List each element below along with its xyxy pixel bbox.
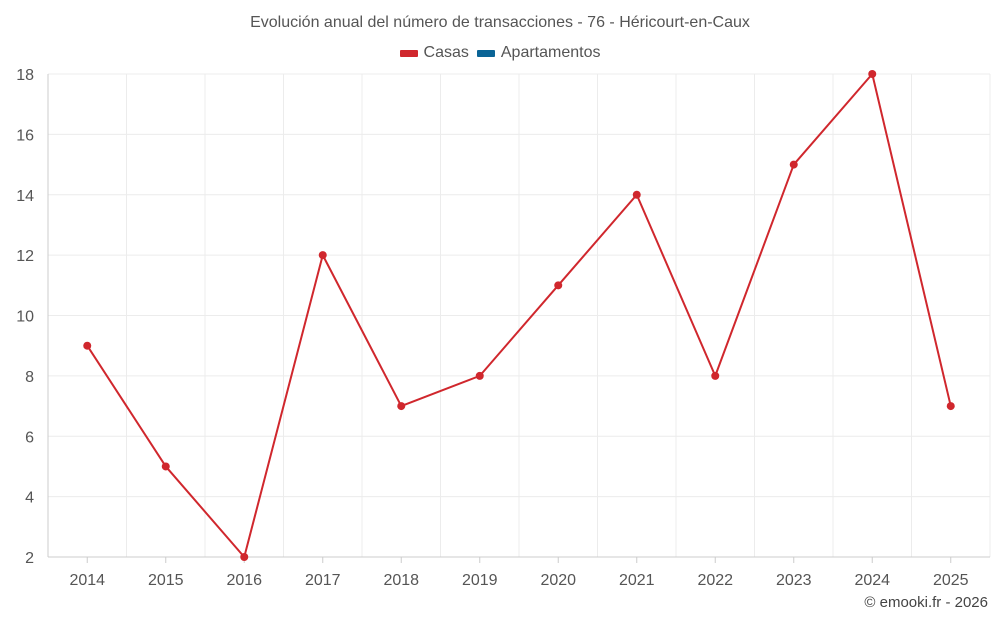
data-point-casas[interactable] bbox=[397, 402, 406, 411]
y-tick-label: 2 bbox=[25, 550, 34, 567]
chart-title: Evolución anual del número de transaccio… bbox=[250, 14, 750, 31]
y-tick-label: 14 bbox=[16, 188, 34, 205]
series-line-casas bbox=[86, 73, 952, 558]
axes bbox=[47, 74, 990, 563]
x-tick-labels: 2014 2015 2016 2017 2018 2019 2020 2021 2022 2023… bbox=[69, 572, 968, 589]
y-tick-label: 10 bbox=[16, 309, 34, 326]
x-tick-label: 2016 bbox=[226, 572, 262, 589]
x-tick-label: 2023 bbox=[776, 572, 812, 589]
legend-label-apartamentos: Apartamentos bbox=[500, 44, 601, 61]
legend-item-casas[interactable]: Casas bbox=[399, 44, 469, 62]
x-tick-label: 2015 bbox=[148, 572, 184, 589]
legend-swatch-apartamentos bbox=[476, 49, 495, 57]
y-tick-label: 8 bbox=[25, 369, 34, 386]
x-tick-label: 2014 bbox=[69, 572, 105, 589]
data-point-casas[interactable] bbox=[868, 70, 877, 78]
x-tick-label: 2018 bbox=[383, 572, 419, 589]
x-tick-label: 2017 bbox=[305, 572, 341, 589]
x-tick-label: 2021 bbox=[619, 572, 655, 589]
y-tick-label: 16 bbox=[16, 127, 34, 144]
grid bbox=[48, 73, 991, 557]
x-tick-label: 2024 bbox=[854, 572, 890, 589]
y-tick-label: 6 bbox=[25, 429, 34, 446]
legend: Casas Apartamentos bbox=[0, 44, 1000, 62]
legend-item-apartamentos[interactable]: Apartamentos bbox=[476, 44, 601, 62]
y-tick-labels: 2 4 6 8 10 12 14 16 18 bbox=[16, 67, 34, 567]
data-point-casas[interactable] bbox=[946, 402, 955, 411]
data-point-casas[interactable] bbox=[83, 341, 92, 350]
data-point-casas[interactable] bbox=[240, 553, 249, 561]
y-tick-label: 18 bbox=[16, 67, 34, 84]
data-point-casas[interactable] bbox=[789, 160, 798, 169]
y-tick-label: 4 bbox=[25, 490, 34, 507]
x-tick-label: 2019 bbox=[462, 572, 498, 589]
credit-text: © emooki.fr - 2026 bbox=[864, 594, 988, 611]
data-point-casas[interactable] bbox=[632, 190, 641, 199]
data-point-casas[interactable] bbox=[711, 371, 720, 380]
x-tick-label: 2022 bbox=[697, 572, 733, 589]
data-point-casas[interactable] bbox=[554, 281, 563, 290]
data-point-casas[interactable] bbox=[161, 462, 170, 471]
y-tick-label: 12 bbox=[16, 248, 34, 265]
series bbox=[83, 70, 955, 561]
data-point-casas[interactable] bbox=[318, 251, 327, 260]
legend-swatch-casas bbox=[399, 49, 418, 57]
x-tick-label: 2025 bbox=[933, 572, 969, 589]
legend-label-casas: Casas bbox=[423, 44, 469, 61]
x-tick-label: 2020 bbox=[540, 572, 576, 589]
data-point-casas[interactable] bbox=[475, 371, 484, 380]
